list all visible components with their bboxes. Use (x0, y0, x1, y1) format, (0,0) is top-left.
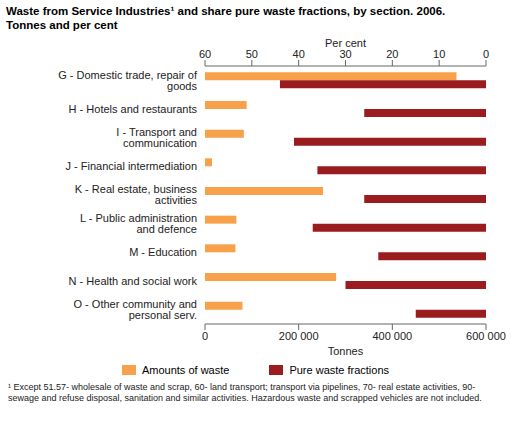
html-text:Tonnes and per cent: Tonnes and per cent (6, 19, 118, 31)
svg-text:H - Hotels and restaurants: H - Hotels and restaurants (69, 103, 198, 115)
svg-text:G - Domestic trade, repair ofg: G - Domestic trade, repair ofgoods (58, 69, 198, 92)
svg-text:400 000: 400 000 (372, 330, 412, 342)
svg-text:0: 0 (202, 330, 208, 342)
svg-text:Per cent: Per cent (325, 37, 366, 49)
svg-text:50: 50 (246, 48, 258, 60)
svg-text:60: 60 (199, 48, 211, 60)
svg-text:J - Financial intermediation: J - Financial intermediation (66, 160, 197, 172)
svg-text:M - Education: M - Education (129, 246, 197, 258)
svg-text:N - Health and social work: N - Health and social work (69, 275, 198, 287)
html-text:¹ Except 51.57- wholesale of w: ¹ Except 51.57- wholesale of waste and s… (8, 382, 482, 403)
html-text:Waste from Service Industries¹: Waste from Service Industries¹ and share… (6, 5, 446, 17)
svg-text:K - Real estate, businessactiv: K - Real estate, businessactivities (75, 183, 198, 206)
svg-text:600 000: 600 000 (466, 330, 503, 342)
svg-text:40: 40 (293, 48, 305, 60)
svg-text:200 000: 200 000 (279, 330, 319, 342)
svg-text:L - Public administrationand d: L - Public administrationand defence (80, 212, 197, 235)
svg-text:10: 10 (433, 48, 445, 60)
svg-text:20: 20 (386, 48, 398, 60)
svg-text:I - Transport andcommunication: I - Transport andcommunication (116, 126, 197, 149)
svg-text:Tonnes: Tonnes (328, 345, 364, 357)
html-text:Amounts of waste: Amounts of waste (142, 364, 230, 376)
svg-text:0: 0 (483, 48, 489, 60)
svg-text:O - Other community andpersona: O - Other community andpersonal serv. (74, 298, 198, 321)
svg-text:30: 30 (339, 48, 351, 60)
html-text:Pure waste fractions: Pure waste fractions (289, 364, 389, 376)
